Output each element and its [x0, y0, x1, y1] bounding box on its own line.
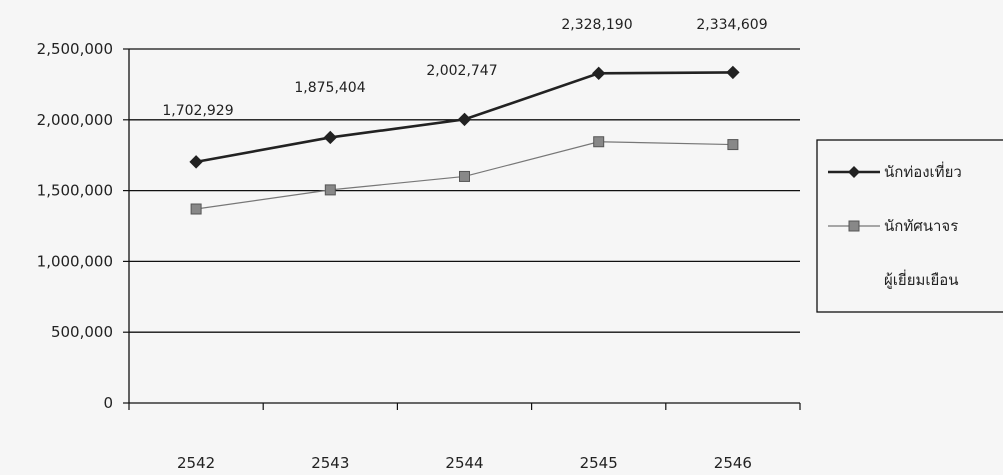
x-tick-label: 2544 [445, 454, 483, 471]
y-tick-label: 0 [103, 394, 113, 412]
legend-label: นักท่องเที่ยว [884, 161, 962, 181]
data-point [727, 139, 739, 151]
data-point [459, 170, 470, 182]
x-tick-label: 2545 [580, 454, 618, 471]
data-labels: 1,702,929 1,875,404 2,002,747 2,328,190 2,33… [162, 17, 767, 119]
legend-label: ผู้เยี่ยมเยือน [884, 269, 959, 289]
y-tick-label: 1,000,000 [37, 252, 113, 270]
data-point [189, 155, 203, 169]
legend-label: นักทัศนาจร [884, 217, 958, 235]
x-tick-label: 2542 [177, 454, 215, 471]
data-label: 2,334,609 [696, 17, 767, 33]
data-point [593, 136, 605, 148]
y-tick-label: 2,500,000 [37, 40, 113, 58]
legend-swatch-marker [848, 166, 860, 178]
data-point [591, 66, 606, 81]
data-point [324, 184, 336, 196]
x-tick-label: 2546 [714, 454, 752, 471]
y-tick-label: 2,000,000 [37, 111, 113, 129]
x-tick-label: 2543 [311, 454, 349, 471]
y-tick-label: 500,000 [51, 323, 113, 341]
data-label: 1,875,404 [294, 80, 365, 96]
data-label: 2,002,747 [426, 63, 497, 79]
data-point [726, 65, 740, 80]
series [189, 65, 740, 215]
data-label: 2,328,190 [561, 17, 632, 33]
gridlines [129, 48, 800, 333]
data-point [457, 112, 472, 127]
y-tick-label: 1,500,000 [37, 182, 113, 200]
x-axis-ticks: 2542 2543 2544 2545 2546 [128, 403, 801, 472]
data-point [323, 130, 338, 145]
data-label: 1,702,929 [162, 103, 233, 119]
y-axis-ticks: 0 500,000 1,000,000 1,500,000 2,000,000 2,500… [37, 40, 129, 412]
legend-swatch-marker [848, 220, 860, 232]
axes [128, 49, 800, 404]
data-point [190, 203, 202, 215]
